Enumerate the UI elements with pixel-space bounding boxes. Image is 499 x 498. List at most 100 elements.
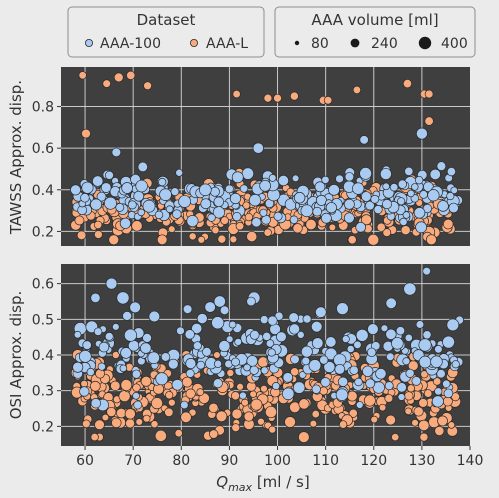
point-aaa100 (140, 342, 152, 354)
point-aaal (220, 216, 230, 225)
point-aaal (260, 384, 268, 393)
point-aaal (78, 71, 87, 80)
point-aaa100 (199, 183, 212, 197)
point-aaa100 (111, 323, 120, 331)
point-aaal (213, 351, 221, 359)
point-aaa100 (359, 167, 372, 180)
point-aaal (81, 128, 91, 139)
point-aaal (230, 391, 241, 401)
point-aaal (142, 414, 151, 423)
point-aaa100 (246, 296, 256, 307)
point-aaal (250, 398, 263, 411)
point-aaal (116, 407, 127, 419)
point-aaal (132, 383, 141, 392)
point-aaal (244, 212, 253, 222)
point-aaa100 (73, 330, 82, 339)
point-aaa100 (389, 183, 399, 192)
point-aaa100 (225, 184, 234, 194)
point-aaa100 (291, 174, 300, 183)
point-aaal (367, 233, 380, 246)
point-aaa100 (273, 211, 283, 221)
point-aaal (425, 234, 437, 246)
point-aaa100 (427, 189, 440, 202)
point-aaa100 (411, 183, 419, 191)
point-aaal (111, 417, 122, 428)
point-aaal (110, 380, 121, 391)
point-aaa100 (422, 266, 431, 276)
point-aaal (418, 398, 428, 408)
point-aaal (82, 419, 91, 429)
point-aaal (249, 390, 257, 398)
point-aaa100 (385, 328, 397, 340)
point-aaa100 (310, 320, 323, 333)
point-aaal (242, 201, 251, 210)
point-aaa100 (260, 366, 269, 375)
point-aaal (181, 376, 193, 388)
point-aaa100 (337, 376, 349, 387)
y-tick-label: 0.8 (32, 100, 54, 116)
point-aaa100 (448, 202, 459, 214)
panel-osi-points (70, 266, 464, 443)
point-aaa100 (82, 340, 92, 350)
point-aaa100 (450, 186, 458, 195)
point-aaal (360, 214, 372, 226)
legend-size-400-label: 400 (441, 36, 468, 52)
point-aaa100 (133, 400, 143, 410)
point-aaal (153, 383, 165, 395)
point-aaa100 (391, 337, 404, 350)
point-aaal (447, 421, 456, 429)
point-aaa100 (328, 183, 340, 196)
point-aaa100 (436, 369, 446, 379)
point-aaa100 (385, 297, 397, 309)
point-aaal (111, 351, 120, 359)
point-aaal (215, 410, 228, 423)
x-tick-label: 100 (264, 453, 291, 469)
point-aaa100 (122, 311, 133, 321)
legend-label-aaal: AAA-L (206, 36, 248, 52)
point-aaal (363, 394, 376, 407)
point-aaa100 (219, 305, 230, 316)
point-aaa100 (429, 168, 441, 181)
point-aaa100 (334, 363, 346, 375)
point-aaal (338, 420, 348, 429)
point-aaa100 (218, 340, 231, 353)
point-aaal (94, 419, 105, 431)
point-aaa100 (375, 368, 387, 380)
point-aaa100 (225, 335, 234, 343)
point-aaa100 (204, 301, 216, 313)
point-aaa100 (321, 175, 330, 184)
point-aaal (411, 419, 419, 427)
point-aaa100 (397, 393, 406, 401)
point-aaa100 (442, 335, 455, 349)
y-tick-label: 0.4 (32, 348, 54, 364)
panel-osi-x-ticks: 60 70 80 90 100 110 120 130 140 (76, 446, 483, 469)
point-aaal (378, 403, 387, 412)
point-aaal (442, 218, 454, 230)
point-aaa100 (90, 292, 101, 303)
point-aaa100 (259, 208, 268, 217)
point-aaal (400, 225, 411, 236)
point-aaa100 (196, 313, 208, 325)
point-aaa100 (325, 336, 337, 348)
point-aaa100 (180, 400, 189, 410)
x-tick-label: 80 (172, 453, 190, 469)
point-aaal (217, 234, 227, 244)
point-aaal (174, 429, 183, 438)
x-tick-label: 130 (409, 453, 436, 469)
point-aaal (352, 85, 362, 95)
point-aaal (434, 425, 445, 436)
point-aaal (264, 405, 278, 419)
point-aaal (89, 380, 101, 392)
x-tick-label: 110 (312, 453, 339, 469)
point-aaa100 (346, 345, 355, 353)
point-aaa100 (415, 221, 428, 234)
point-aaa100 (414, 175, 424, 185)
point-aaa100 (248, 194, 262, 207)
point-aaal (165, 391, 174, 400)
y-tick-label: 0.4 (32, 183, 54, 199)
point-aaal (423, 389, 433, 398)
point-aaal (328, 223, 337, 232)
y-tick-label: 0.2 (32, 224, 54, 240)
point-aaal (284, 416, 296, 428)
point-aaa100 (446, 192, 455, 201)
